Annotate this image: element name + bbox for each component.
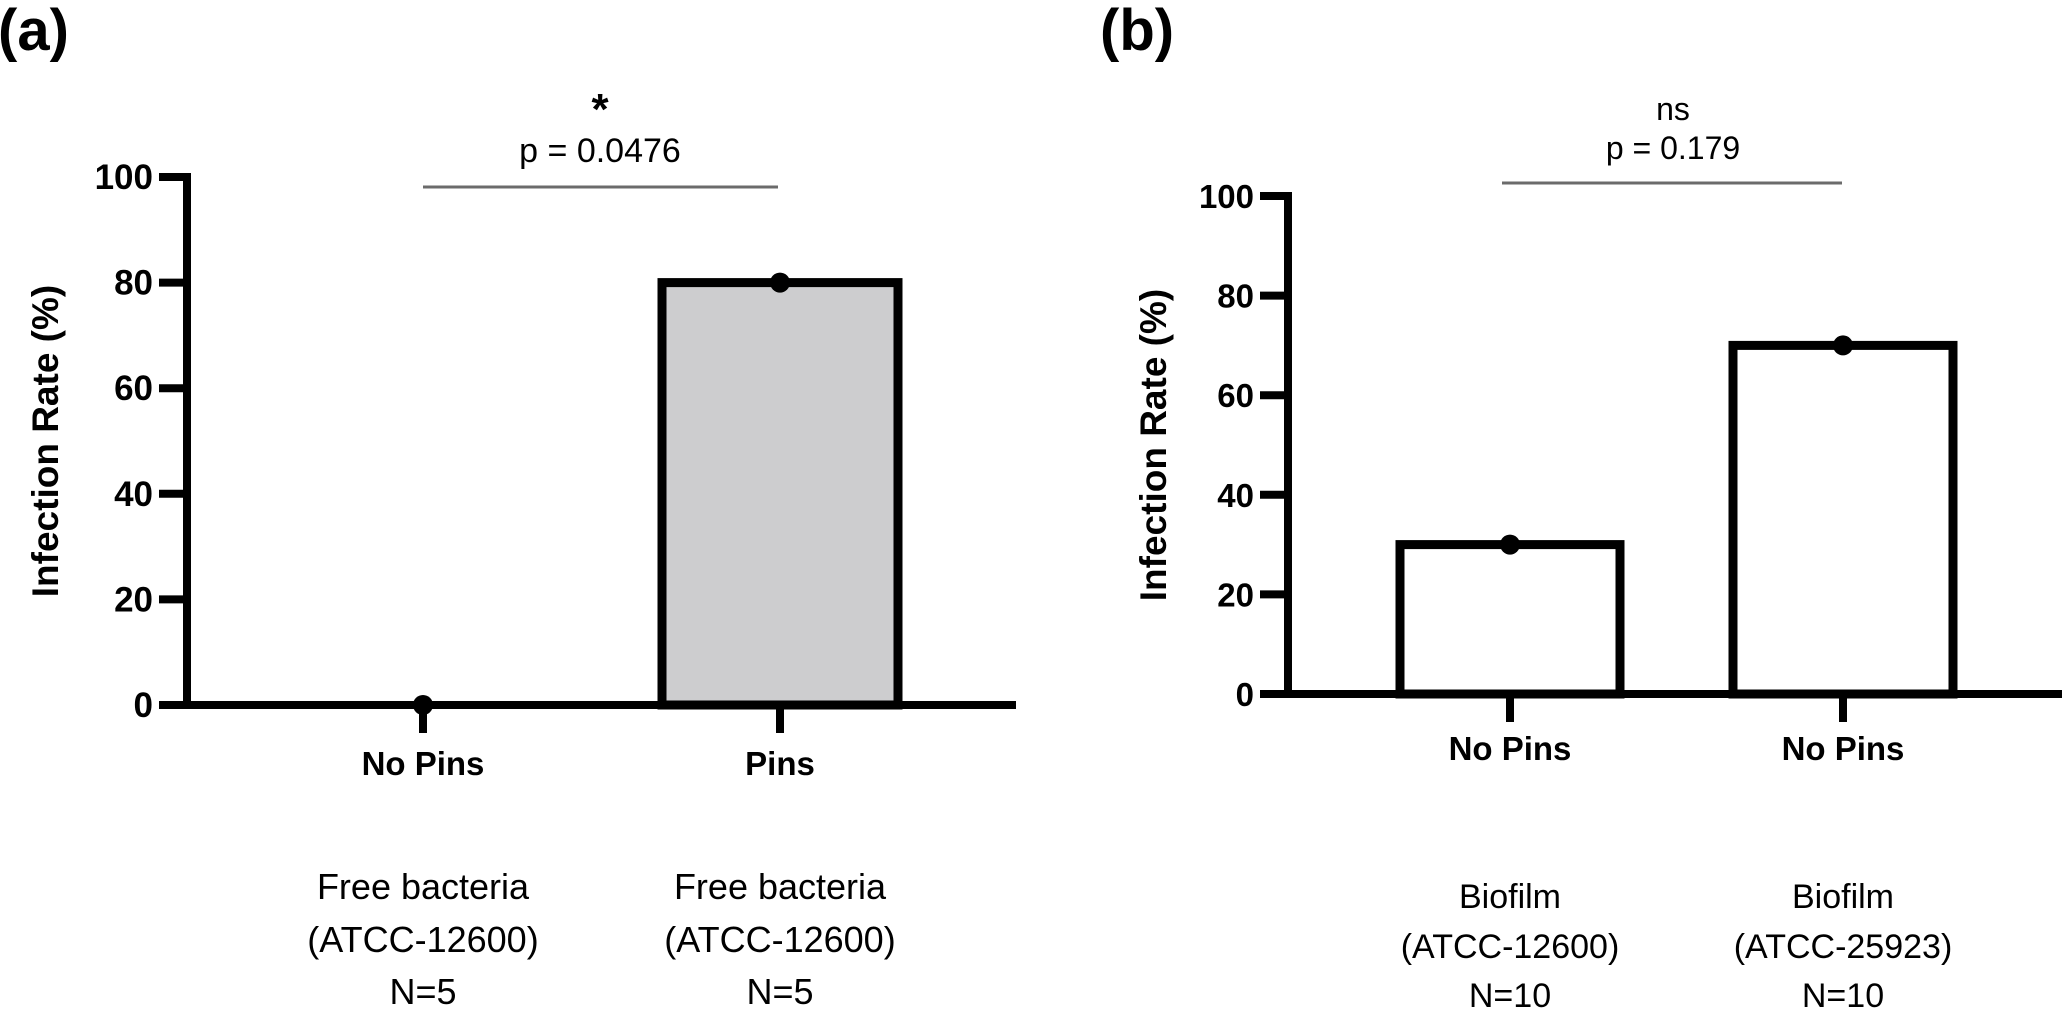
panel-b-x-tick-label: No Pins <box>1449 730 1572 767</box>
panel-a-group-description: Free bacteria <box>674 866 887 907</box>
panel-a-x-tick-label: Pins <box>745 745 815 782</box>
panel-b-label: (b) <box>1100 0 1174 63</box>
panel-b-y-tick-label: 0 <box>1236 676 1254 713</box>
panel-b-x-tick-label: No Pins <box>1782 730 1905 767</box>
panel-a-y-axis-label: Infection Rate (%) <box>25 285 66 597</box>
panel-b-p-value: p = 0.179 <box>1606 130 1740 166</box>
panel-a-y-tick-label: 20 <box>114 580 153 619</box>
panel-a-y-tick-label: 60 <box>114 369 153 408</box>
panel-b-bar-2 <box>1728 340 1958 699</box>
panel-b: (b) Infection Rate (%) ns p = 0.179 0 20 4… <box>1100 0 2062 1011</box>
panel-a-group-description: (ATCC-12600) <box>307 919 538 960</box>
panel-a-bar-2 <box>657 278 903 710</box>
panel-a-group-description: Free bacteria <box>317 866 530 907</box>
panel-b-significance-label: ns <box>1656 91 1690 127</box>
panel-a-y-tick-label: 80 <box>114 264 153 303</box>
panel-b-group-description: N=10 <box>1802 977 1884 1011</box>
panel-b-group-description: (ATCC-12600) <box>1401 928 1620 966</box>
panel-a-significance-star: * <box>591 85 609 134</box>
panel-b-y-tick-label: 80 <box>1217 278 1254 315</box>
panel-a-group-description: N=5 <box>389 971 456 1011</box>
panel-b-group-description: Biofilm <box>1459 878 1561 916</box>
panel-b-y-axis-label: Infection Rate (%) <box>1133 289 1174 601</box>
panel-b-y-ticks: 0 20 40 60 80 100 <box>1199 178 1288 713</box>
panel-a-bars <box>413 272 903 715</box>
panel-a-group-description: N=5 <box>746 971 813 1011</box>
panel-a-y-tick-label: 40 <box>114 475 153 514</box>
panel-a-label: (a) <box>0 0 69 63</box>
panel-b-bars <box>1395 335 1958 699</box>
panel-b-group-description: Biofilm <box>1792 878 1894 916</box>
panel-b-group-description: N=10 <box>1469 977 1551 1011</box>
panel-a-x-labels: No Pins Free bacteria (ATCC-12600) N=5 Pins F… <box>307 705 896 1011</box>
panel-a-y-tick-label: 100 <box>95 158 153 197</box>
panel-b-y-tick-label: 60 <box>1217 377 1254 414</box>
panel-b-data-point <box>1500 534 1520 555</box>
panel-b-y-tick-label: 20 <box>1217 576 1254 613</box>
panel-a-data-point <box>770 272 790 293</box>
panel-b-y-tick-label: 40 <box>1217 477 1254 514</box>
panel-b-bar-1 <box>1395 540 1625 699</box>
panel-a: (a) Infection Rate (%) * p = 0.0476 0 20 4… <box>0 0 1016 1011</box>
panel-a-p-value: p = 0.0476 <box>519 132 681 170</box>
panel-b-y-tick-label: 100 <box>1199 178 1254 215</box>
panel-b-data-point <box>1833 335 1853 356</box>
panel-b-group-description: (ATCC-25923) <box>1734 928 1953 966</box>
panel-a-group-description: (ATCC-12600) <box>664 919 895 960</box>
panel-a-x-tick-label: No Pins <box>362 745 485 782</box>
panel-b-x-labels: No Pins Biofilm (ATCC-12600) N=10 No Pins Bio… <box>1401 694 1953 1011</box>
panel-a-y-tick-label: 0 <box>134 686 153 725</box>
panel-a-y-ticks: 0 20 40 60 80 100 <box>95 158 187 725</box>
